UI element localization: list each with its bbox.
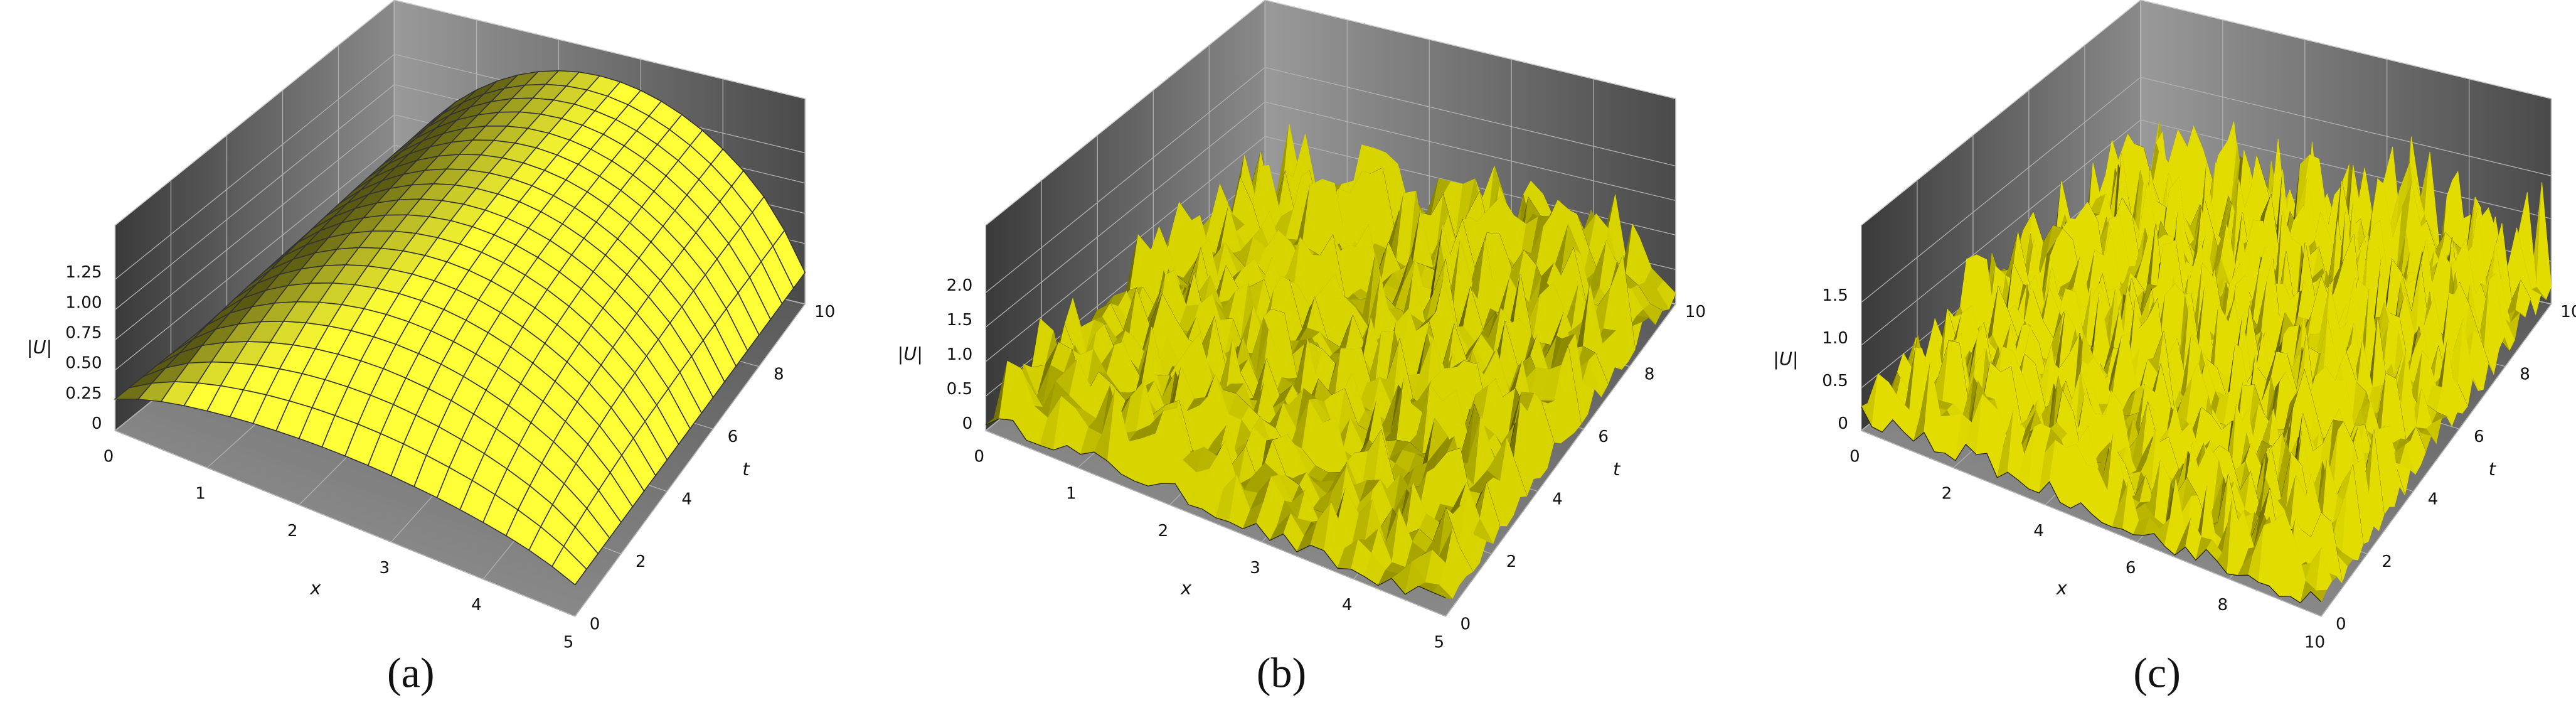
- z-axis-label: |U|: [898, 343, 923, 365]
- y-tick-label: 10: [814, 303, 835, 321]
- x-tick-label: 2: [1158, 522, 1169, 540]
- z-tick-label: 2.0: [947, 276, 973, 295]
- x-tick-label: 4: [471, 596, 482, 615]
- x-axis-label: x: [2056, 578, 2068, 599]
- x-tick-label: 10: [2304, 633, 2325, 652]
- x-axis-label: x: [1180, 578, 1192, 599]
- x-tick-label: 3: [1250, 559, 1260, 578]
- x-tick-label: 0: [104, 447, 114, 466]
- surface-patch: [551, 546, 587, 586]
- grid-line: [985, 101, 1676, 328]
- y-tick-label: 4: [1552, 490, 1563, 508]
- y-tick-label: 4: [2428, 490, 2439, 508]
- z-axis-label: |U|: [1773, 348, 1798, 369]
- surface: [114, 70, 806, 586]
- z-tick-label: 1.5: [947, 311, 973, 330]
- y-tick-label: 0: [1460, 615, 1471, 633]
- y-tick-label: 6: [1598, 427, 1609, 446]
- x-tick-label: 0: [1850, 447, 1860, 466]
- y-tick-label: 10: [2560, 303, 2576, 321]
- grid-line: [985, 67, 1676, 293]
- y-tick-label: 10: [1685, 303, 1706, 321]
- panel: 0 2 4 6 8 10 0 2 4 6 8 10 0 0.5 1.0 1.5 x t |U| (c): [1773, 0, 2576, 696]
- z-tick-label: 0: [92, 414, 102, 433]
- y-tick-label: 2: [1506, 552, 1517, 571]
- z-tick-label: 1.25: [65, 263, 102, 282]
- y-tick-label: 8: [1644, 365, 1655, 384]
- z-tick-label: 1.00: [65, 293, 102, 312]
- x-axis-label: x: [309, 578, 321, 599]
- y-tick-label: 2: [636, 552, 646, 571]
- z-axis-label: |U|: [27, 336, 52, 358]
- caption: (b): [1257, 648, 1306, 696]
- x-tick-label: 8: [2218, 596, 2228, 615]
- caption: (a): [387, 648, 435, 696]
- surface: [985, 124, 1676, 599]
- x-tick-label: 0: [974, 447, 984, 466]
- x-tick-label: 5: [1434, 633, 1445, 652]
- y-tick-label: 2: [2382, 552, 2392, 571]
- z-tick-label: 1.5: [1822, 286, 1848, 305]
- y-axis-label: t: [2489, 458, 2497, 480]
- z-tick-label: 0.75: [65, 324, 102, 343]
- z-tick-label: 0.25: [65, 384, 102, 403]
- z-tick-label: 1.0: [1822, 329, 1848, 348]
- surface: [1861, 121, 2552, 604]
- y-tick-label: 4: [681, 490, 692, 508]
- x-tick-label: 3: [380, 559, 390, 578]
- x-tick-label: 2: [1942, 485, 1952, 503]
- z-tick-label: 0: [1838, 414, 1848, 433]
- x-tick-label: 2: [287, 522, 298, 540]
- surface-mesh: [1861, 406, 2322, 604]
- x-tick-label: 1: [1066, 485, 1077, 503]
- z-tick-label: 0.5: [1822, 372, 1848, 390]
- x-tick-label: 6: [2126, 559, 2136, 578]
- caption: (c): [2133, 648, 2181, 696]
- z-tick-label: 0: [962, 414, 973, 433]
- y-tick-label: 6: [728, 427, 738, 446]
- surface-mesh: [985, 418, 1446, 598]
- z-tick-label: 0.50: [65, 354, 102, 373]
- panel: 012345024681000.250.500.751.001.25xt|U|(…: [27, 0, 835, 696]
- y-tick-label: 6: [2474, 427, 2484, 446]
- grid-line: [1861, 77, 2552, 303]
- y-tick-label: 8: [2520, 365, 2530, 384]
- x-tick-label: 1: [195, 485, 206, 503]
- x-tick-label: 4: [2033, 522, 2044, 540]
- y-tick-label: 0: [590, 615, 600, 633]
- y-axis-label: t: [1613, 458, 1621, 480]
- z-tick-label: 0.5: [947, 380, 973, 399]
- y-axis-label: t: [742, 458, 750, 480]
- z-tick-label: 1.0: [947, 345, 973, 364]
- x-tick-label: 4: [1342, 596, 1353, 615]
- x-tick-label: 5: [563, 633, 574, 652]
- y-tick-label: 0: [2336, 615, 2346, 633]
- y-tick-label: 8: [774, 365, 784, 384]
